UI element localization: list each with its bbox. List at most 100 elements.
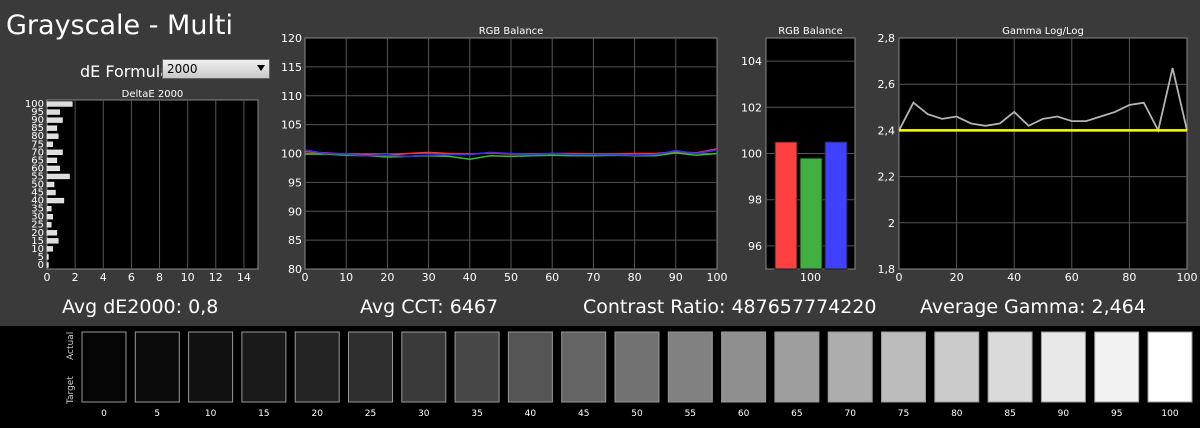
deltae-bar [46,181,55,188]
rgb-line-x-tick: 90 [669,271,683,284]
deltae-y-tick: 100 [25,99,44,110]
swatch-label: 0 [101,409,107,419]
swatch-label: 50 [631,409,643,419]
deltae-x-tick: 14 [237,271,251,284]
deltae-y-tick: 20 [31,228,44,239]
rgb-bar-y-tick: 102 [741,101,762,114]
rgb-bar [799,157,823,270]
rgb-line-y-tick: 90 [288,205,302,218]
de-formula-select[interactable]: 2000 [162,59,270,79]
deltae-y-tick: 80 [31,131,44,142]
rgb-line-x-tick: 0 [302,271,309,284]
deltae-y-tick: 35 [31,204,44,215]
swatch [881,331,926,403]
deltae-y-tick: 30 [31,212,44,223]
deltae-x-tick: 0 [44,271,51,284]
rgb-line-x-tick: 30 [422,271,436,284]
deltae-bar [46,197,65,204]
rgb-bar-title: RGB Balance [778,26,843,37]
swatch [294,331,340,403]
deltae-bar [46,230,58,236]
deltae-title: DeltaE 2000 [122,89,184,100]
report-panel: Grayscale - Multi dE Formula: 2000 Delta… [0,0,1200,326]
rgb-line-y-tick: 105 [281,119,302,132]
swatch [667,331,713,403]
deltae-y-tick: 0 [38,260,44,271]
gamma-x-tick: 100 [1177,271,1198,284]
rgb-bar-x-tick: 100 [800,271,821,284]
rgb-line-x-tick: 80 [628,271,642,284]
swatch [1040,331,1086,403]
rgb-line-x-tick: 20 [380,271,394,284]
gamma-x-tick: 40 [1007,271,1021,284]
gamma-title: Gamma Log/Log [1002,26,1084,37]
swatch [507,331,553,403]
rgb-line-x-tick: 10 [339,271,353,284]
deltae-x-tick: 8 [156,271,163,284]
chevron-down-icon [257,65,265,71]
gamma-x-tick: 20 [950,271,964,284]
deltae-bar [46,222,52,228]
gamma-y-tick: 2,8 [878,32,896,45]
swatch-label: 60 [738,409,750,419]
deltae-bar [46,117,63,123]
swatch-label: 85 [1004,409,1015,419]
swatch-label: 90 [1058,409,1070,419]
swatch [827,331,873,403]
swatch [774,331,820,403]
deltae-y-tick: 70 [31,147,44,158]
actual-axis-label: Actual [66,331,76,360]
deltae-bar [46,101,73,107]
deltae-plot-area [46,99,259,270]
swatch-label: 5 [154,409,160,419]
deltae-y-tick: 55 [31,171,44,182]
deltae-x-tick: 4 [100,271,107,284]
rgb-bar [824,141,848,270]
deltae-y-tick: 60 [31,163,44,174]
swatch [561,331,607,403]
swatch-label: 100 [1161,409,1178,419]
swatch-label: 95 [1111,409,1122,419]
deltae-bar [46,189,56,196]
swatch-label: 10 [205,409,217,419]
deltae-bar [46,141,53,147]
rgb-line-y-tick: 95 [288,176,302,189]
swatch [454,331,500,403]
swatch [1094,331,1140,403]
swatch [614,331,660,403]
deltae-y-tick: 10 [31,244,44,255]
deltae-bar [46,133,59,139]
gamma-x-tick: 80 [1122,271,1136,284]
avg-de-stat: Avg dE2000: 0,8 [62,296,219,318]
de-formula-label: dE Formula: [80,62,176,81]
swatch [721,331,767,403]
swatch [134,331,180,403]
gamma-y-tick: 1,8 [878,263,896,276]
deltae-bar [46,246,53,252]
deltae-y-tick: 40 [31,196,44,207]
rgb-bar-y-tick: 98 [748,194,762,207]
deltae-bar [46,254,49,260]
deltae-y-tick: 15 [31,236,44,247]
swatch [401,331,447,403]
deltae-bar [46,262,49,268]
swatch-label: 45 [578,409,589,419]
contrast-stat: Contrast Ratio: 487657774220 [583,296,877,318]
deltae-bar [46,157,58,164]
swatch-label: 25 [365,409,376,419]
swatch-label: 75 [898,409,909,419]
deltae-x-tick: 12 [209,271,223,284]
deltae-x-tick: 6 [128,271,135,284]
swatch-label: 20 [311,409,323,419]
rgb-line-x-tick: 50 [504,271,518,284]
deltae-bar [46,125,58,131]
deltae-y-tick: 25 [31,220,44,231]
rgb-line-x-tick: 40 [463,271,477,284]
rgb-line-y-tick: 100 [281,148,302,161]
deltae-y-tick: 50 [31,180,44,191]
rgb-line-y-tick: 80 [288,263,302,276]
swatch [987,331,1033,403]
rgb-bar-y-tick: 104 [741,55,762,68]
gamma-x-tick: 0 [896,271,903,284]
target-axis-label: Target [66,376,76,404]
